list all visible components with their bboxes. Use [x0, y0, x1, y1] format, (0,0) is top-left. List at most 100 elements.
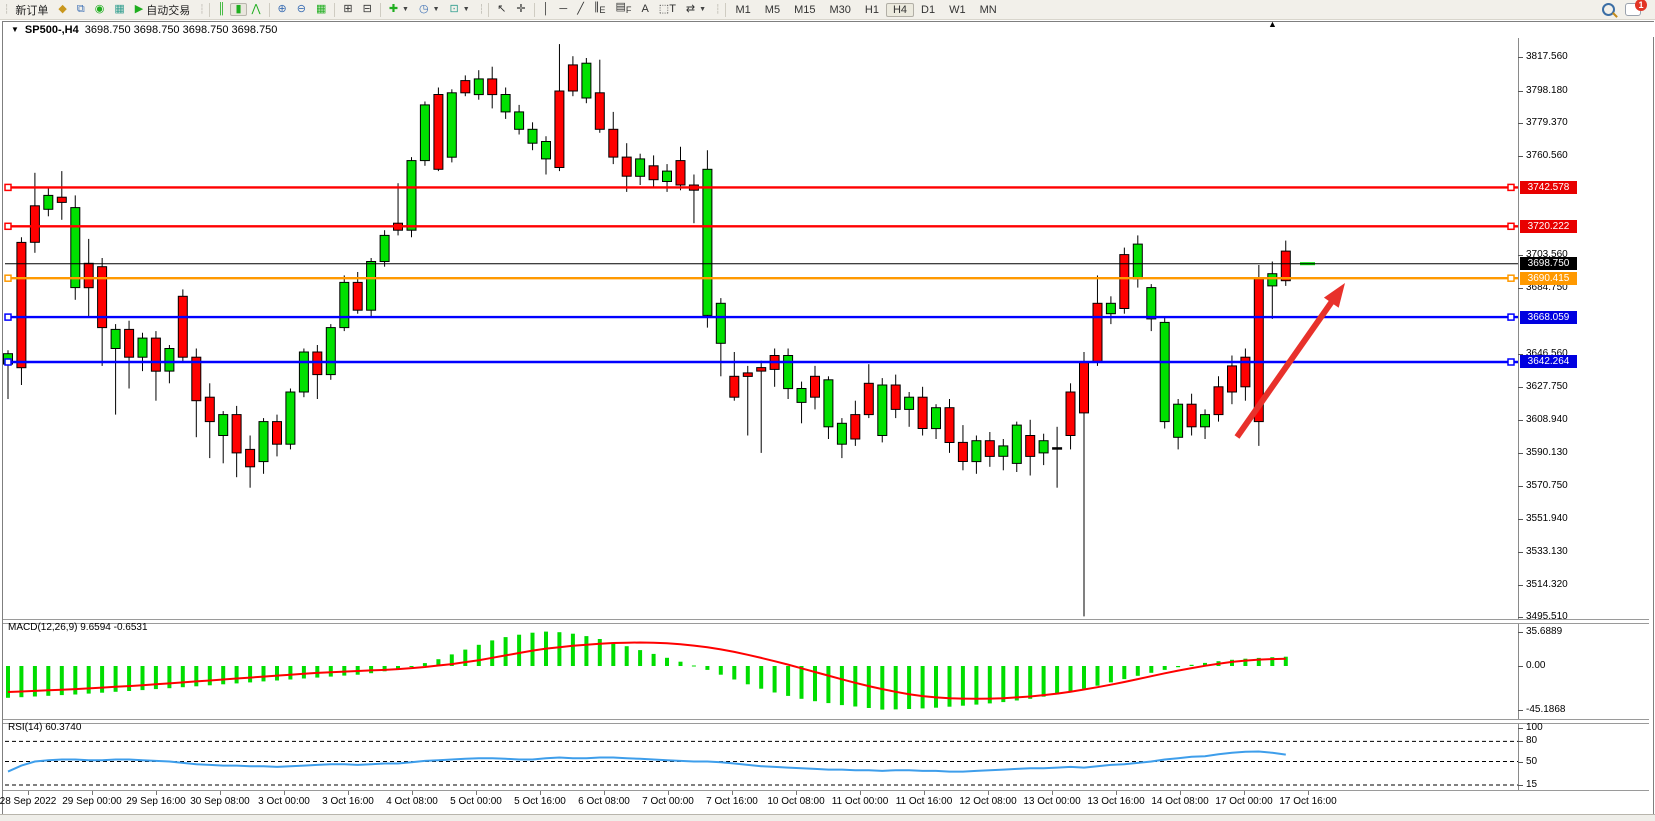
time-axis-label[interactable]: 10 Oct 08:00	[767, 796, 825, 807]
line-handle	[1507, 183, 1515, 192]
macd-histogram-bar	[853, 666, 858, 707]
timeframe-m30[interactable]: M30	[829, 3, 851, 16]
candle-body	[406, 160, 417, 231]
rsi-tick-mark	[1518, 762, 1523, 763]
timeframe-w1[interactable]: W1	[949, 3, 966, 16]
time-tick-mark	[1308, 791, 1309, 795]
candle-body	[1011, 424, 1022, 464]
time-axis-label[interactable]: 11 Oct 00:00	[831, 796, 889, 807]
level-price-label[interactable]: 3642.264	[1520, 355, 1577, 368]
time-axis-label[interactable]: 3 Oct 00:00	[258, 796, 310, 807]
price-tick-mark	[1518, 617, 1523, 618]
zoom-out-icon[interactable]: ⊖	[296, 3, 306, 15]
time-axis-label[interactable]: 6 Oct 08:00	[578, 796, 630, 807]
level-price-label[interactable]: 3690.415	[1520, 272, 1577, 285]
channel-tool-icon[interactable]: ∥E	[593, 1, 606, 16]
arrows-tool-button[interactable]: ⇄ ▼	[685, 3, 707, 15]
time-axis-label[interactable]: 29 Sep 16:00	[126, 796, 186, 807]
new-order-button[interactable]: 新订单	[10, 1, 53, 19]
candle-body	[1052, 447, 1063, 450]
level-price-label[interactable]: 3742.578	[1520, 181, 1577, 194]
autotrading-button[interactable]: ▶ 自动交易	[130, 1, 195, 19]
level-price-label[interactable]: 3668.059	[1520, 311, 1577, 324]
auto-scroll-icon[interactable]: ⊞	[343, 3, 353, 15]
chat-icon[interactable]: 1	[1625, 0, 1647, 16]
time-axis-label[interactable]: 7 Oct 16:00	[706, 796, 758, 807]
timeframe-m1[interactable]: M1	[735, 3, 751, 16]
time-axis-label[interactable]: 28 Sep 2022	[0, 796, 57, 807]
candle-body	[527, 128, 538, 144]
search-icon[interactable]	[1602, 3, 1615, 16]
tile-windows-icon[interactable]: ▦	[315, 3, 327, 15]
clock-icon: ◷	[418, 3, 429, 15]
candlestick-chart-icon[interactable]: ▮	[230, 3, 247, 16]
timeframe-d1[interactable]: D1	[921, 3, 936, 16]
candle-body	[756, 367, 767, 372]
time-axis-label[interactable]: 5 Oct 16:00	[514, 796, 566, 807]
time-axis-label[interactable]: 13 Oct 00:00	[1023, 796, 1081, 807]
time-axis-label[interactable]: 30 Sep 08:00	[190, 796, 250, 807]
line-handle	[4, 274, 12, 282]
zoom-in-icon[interactable]: ⊕	[277, 3, 287, 15]
candle-body	[931, 407, 941, 430]
horizontal-line-tool-icon[interactable]: ─	[559, 3, 568, 15]
price-tick-label: 3646.560	[1526, 348, 1568, 359]
new-order-label: 新订单	[15, 4, 49, 17]
time-axis-label[interactable]: 14 Oct 08:00	[1151, 796, 1209, 807]
cursor-tool-icon[interactable]: ↖	[497, 3, 507, 15]
candle-body	[635, 158, 646, 177]
candle-body	[836, 422, 847, 445]
period-button[interactable]: ◷ ▼	[414, 3, 445, 16]
collapse-arrow-icon[interactable]: ▼	[11, 25, 19, 34]
text-tool-icon[interactable]: A	[641, 3, 649, 15]
time-axis-label[interactable]: 12 Oct 08:00	[959, 796, 1017, 807]
trend-arrow[interactable]	[1234, 283, 1345, 439]
open-data-folder-icon[interactable]: ◆	[58, 3, 67, 15]
candle-body	[231, 414, 242, 454]
signals-icon[interactable]: ◉	[94, 3, 105, 15]
rsi-panel-separator[interactable]	[3, 719, 1649, 724]
macd-tick-label: 0.00	[1526, 660, 1546, 671]
vertical-line-tool-icon[interactable]: │	[542, 3, 550, 15]
crosshair-tool-icon[interactable]: ✛	[516, 3, 526, 15]
time-axis-label[interactable]: 3 Oct 16:00	[322, 796, 374, 807]
bar-chart-icon[interactable]: ║	[217, 3, 226, 15]
timeframe-h4[interactable]: H4	[885, 2, 914, 17]
time-tick-mark	[860, 791, 861, 795]
fibonacci-tool-icon[interactable]: ▤F	[615, 1, 632, 16]
candle-body	[204, 396, 215, 423]
hlines-layer[interactable]	[4, 183, 1518, 366]
timeframe-h1[interactable]: H1	[864, 3, 879, 16]
timeframe-m15[interactable]: M15	[794, 3, 816, 16]
rsi-tick-label: 50	[1526, 756, 1538, 767]
time-tick-mark	[284, 791, 285, 795]
macd-histogram-bar	[261, 666, 266, 682]
expand-arrow-icon[interactable]: ▲	[1268, 19, 1277, 29]
label-tool-icon[interactable]: ⬚T	[658, 3, 676, 15]
web-terminal-icon[interactable]: ⧉	[76, 3, 85, 15]
timeframe-m5[interactable]: M5	[764, 3, 781, 16]
macd-histogram-bar	[624, 646, 629, 666]
time-axis-label[interactable]: 11 Oct 16:00	[895, 796, 953, 807]
macd-histogram-bar	[275, 666, 279, 681]
chart-shift-icon[interactable]: ⊟	[362, 3, 372, 15]
macd-panel-separator[interactable]	[3, 619, 1649, 624]
timeframe-mn[interactable]: MN	[979, 3, 997, 16]
candle-body	[150, 337, 161, 372]
template-button[interactable]: ⊡ ▼	[445, 3, 475, 16]
add-indicator-button[interactable]: ✚ ▼	[388, 3, 409, 15]
market-icon[interactable]: ▦	[114, 3, 125, 15]
time-axis-label[interactable]: 5 Oct 00:00	[450, 796, 502, 807]
level-price-label[interactable]: 3720.222	[1520, 220, 1577, 233]
level-price-label[interactable]: 3698.750	[1520, 257, 1577, 270]
time-axis-label[interactable]: 4 Oct 08:00	[386, 796, 438, 807]
time-axis-label[interactable]: 13 Oct 16:00	[1087, 796, 1145, 807]
trendline-tool-icon[interactable]: ╱	[577, 3, 584, 15]
line-chart-icon[interactable]: ⋀	[251, 3, 261, 15]
time-axis-label[interactable]: 29 Sep 00:00	[62, 796, 122, 807]
macd-histogram-bar	[1014, 666, 1019, 701]
time-axis-label[interactable]: 17 Oct 16:00	[1279, 796, 1337, 807]
time-axis-label[interactable]: 7 Oct 00:00	[642, 796, 694, 807]
time-axis-label[interactable]: 17 Oct 00:00	[1215, 796, 1273, 807]
